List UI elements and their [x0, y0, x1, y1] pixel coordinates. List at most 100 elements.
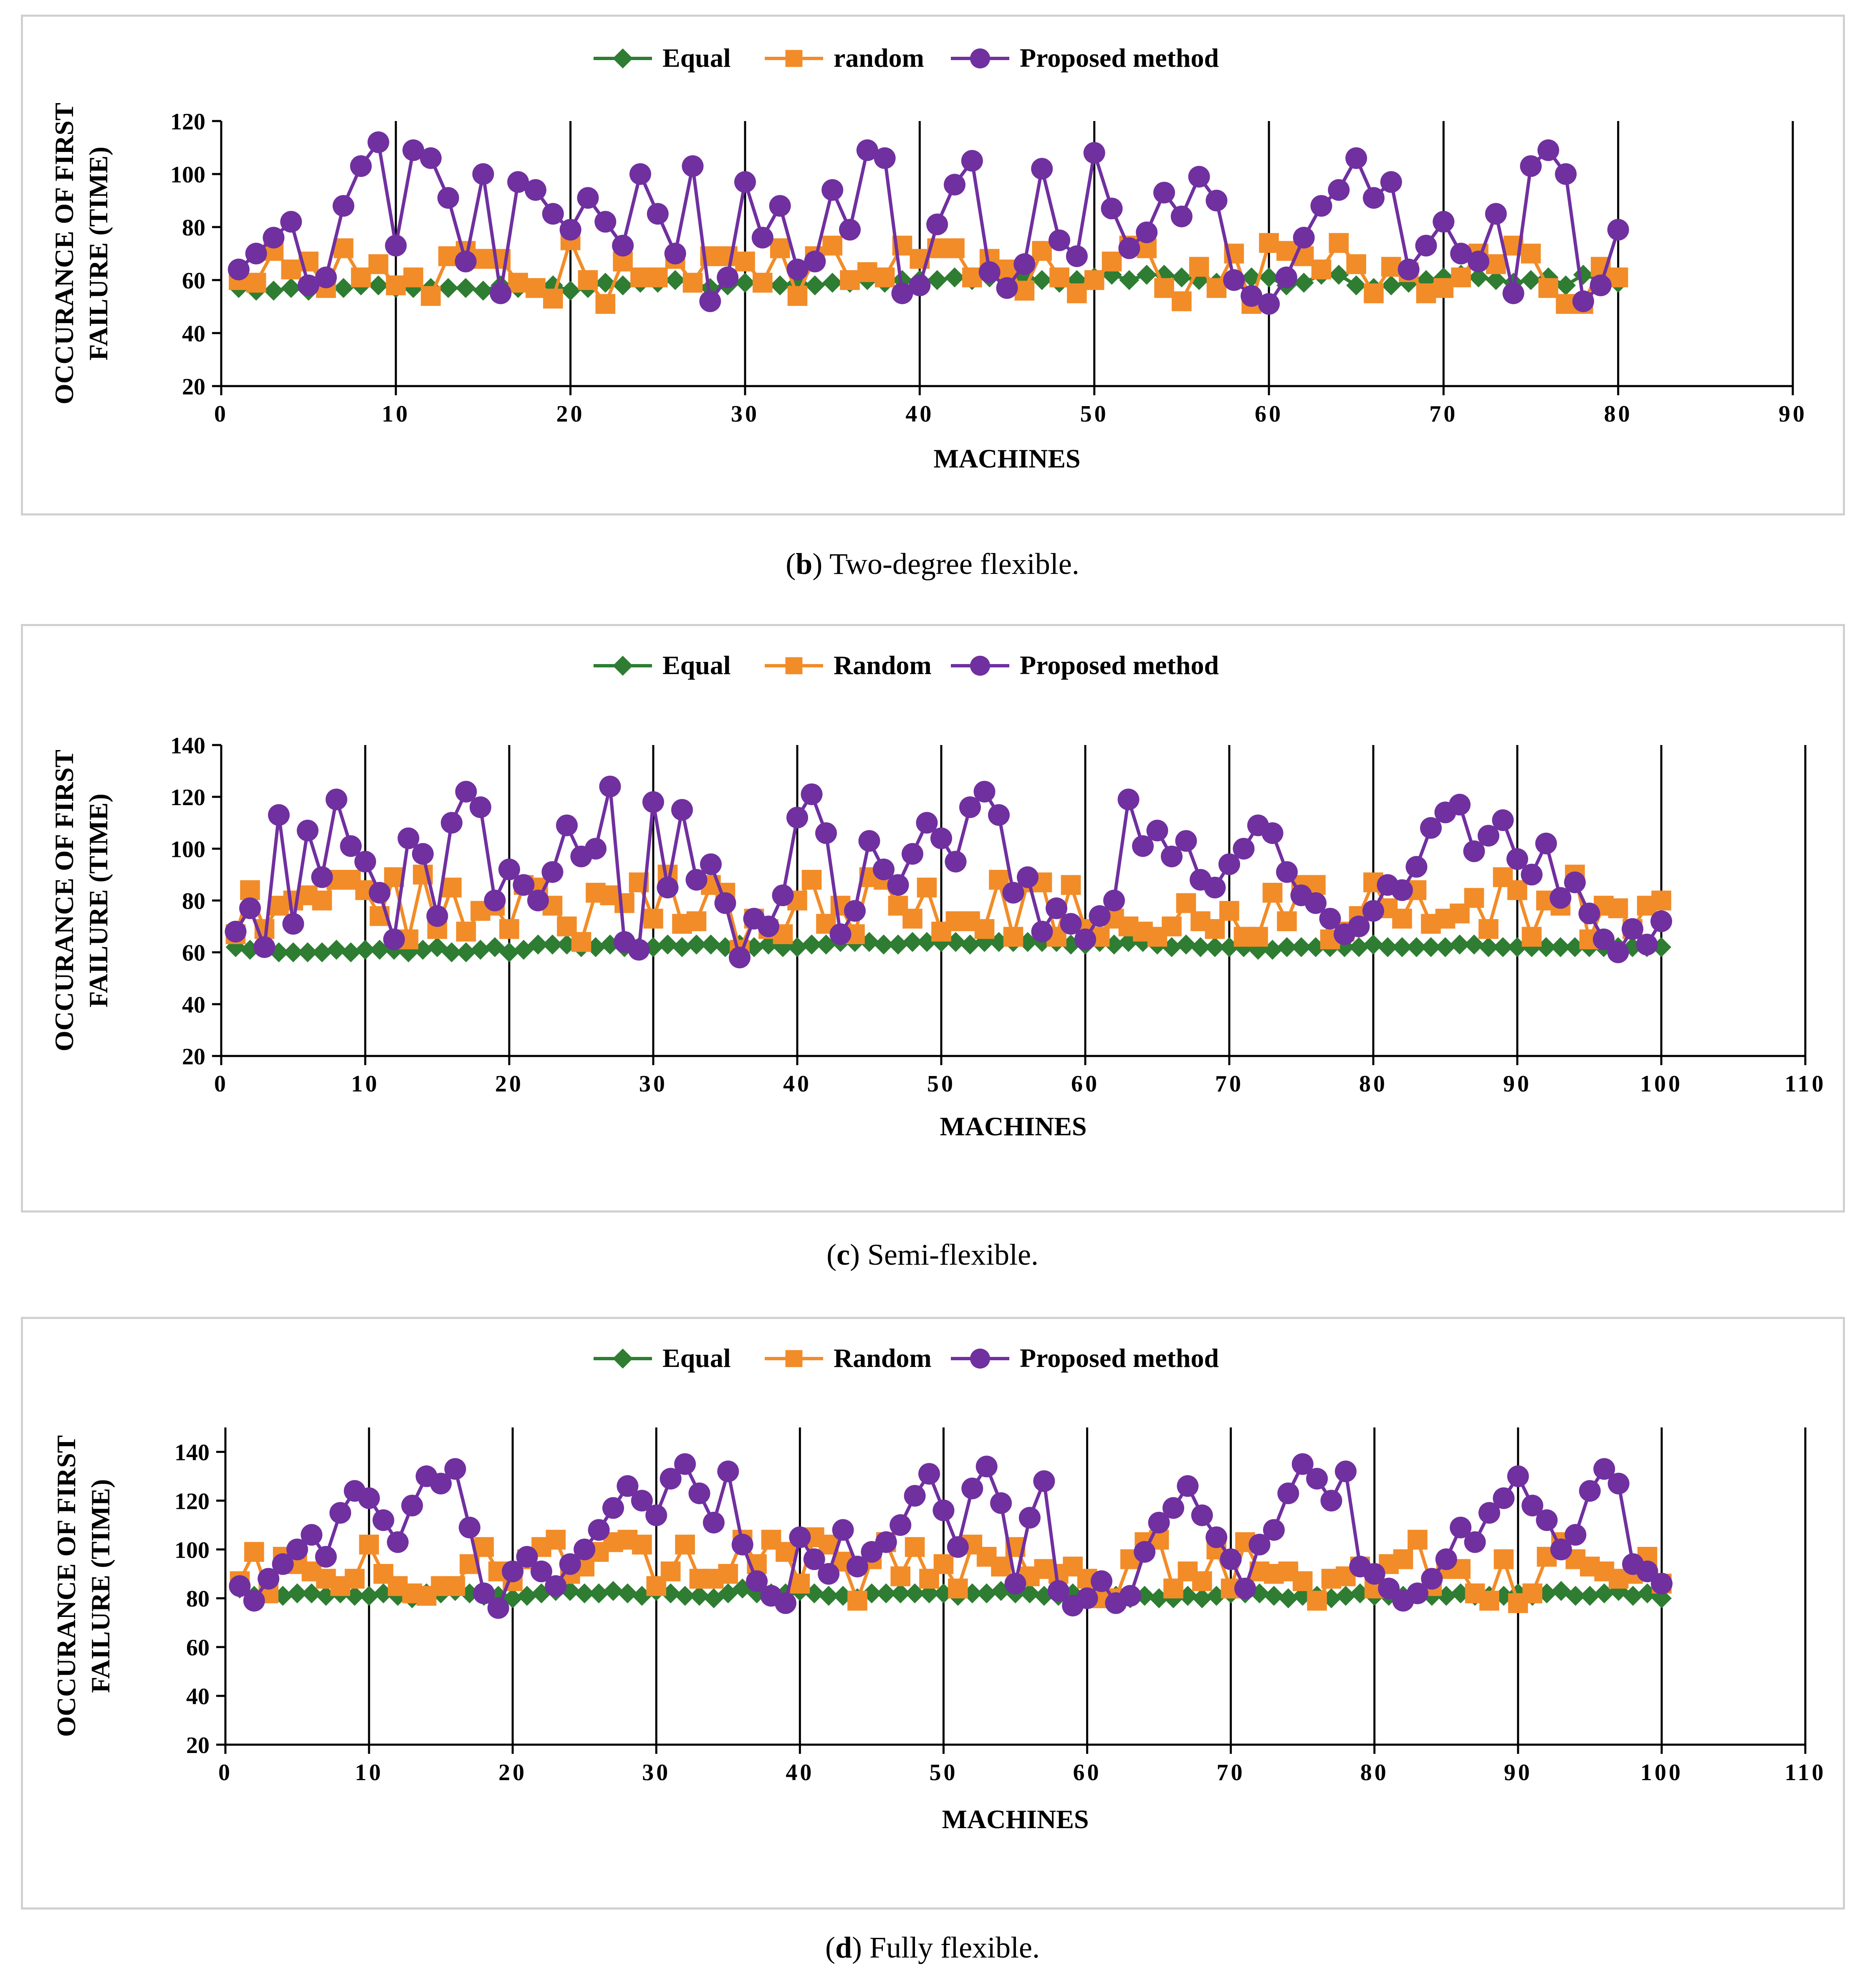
caption-c-text: Semi-flexible.	[860, 1238, 1039, 1271]
data-point	[735, 273, 755, 293]
data-point	[473, 249, 493, 269]
data-point	[1205, 937, 1225, 957]
data-point	[1380, 171, 1402, 193]
data-point	[1416, 283, 1436, 303]
data-point	[1573, 265, 1593, 285]
data-point	[1206, 278, 1227, 298]
data-point	[1392, 909, 1412, 929]
data-point	[857, 262, 877, 282]
data-point	[1623, 1586, 1643, 1606]
data-point	[253, 936, 275, 958]
caption-c-letter: c	[836, 1238, 850, 1271]
data-point	[1031, 158, 1053, 180]
data-point	[1259, 267, 1279, 288]
y-tick-label: 140	[170, 733, 205, 759]
data-point	[1590, 274, 1612, 296]
data-point	[1118, 237, 1140, 259]
data-point	[359, 1534, 379, 1555]
data-point	[1346, 254, 1366, 274]
data-point	[948, 1579, 968, 1599]
data-point	[1205, 189, 1228, 212]
data-point	[1177, 1475, 1199, 1497]
data-point	[976, 1583, 997, 1604]
data-point	[916, 812, 938, 834]
data-point	[1346, 275, 1367, 296]
data-point	[874, 147, 896, 169]
data-point	[326, 788, 347, 811]
legend-item: Equal	[594, 650, 731, 680]
data-point	[1362, 900, 1384, 922]
data-point	[577, 187, 599, 209]
data-point	[856, 139, 878, 161]
data-point	[682, 273, 703, 293]
data-point	[962, 267, 982, 288]
data-point	[455, 278, 476, 298]
data-point	[648, 267, 668, 288]
data-point	[734, 171, 756, 193]
data-point	[1363, 187, 1385, 209]
data-point	[904, 1485, 926, 1507]
legend-item: Proposed method	[951, 650, 1219, 680]
data-point	[438, 246, 458, 266]
data-point	[613, 275, 633, 296]
y-tick-label: 40	[182, 321, 205, 347]
data-point	[989, 932, 1009, 952]
data-point	[858, 830, 880, 852]
data-point	[1263, 1519, 1285, 1541]
data-point	[1420, 817, 1442, 839]
data-point	[631, 1490, 653, 1512]
data-point	[1435, 937, 1456, 957]
x-tick-label: 110	[1785, 1760, 1826, 1786]
data-point	[1223, 269, 1245, 291]
data-point	[975, 1455, 998, 1478]
data-point	[628, 939, 650, 961]
data-point	[1031, 921, 1053, 942]
data-point	[840, 270, 860, 290]
data-point	[1175, 830, 1197, 852]
data-point	[926, 213, 948, 235]
data-point	[735, 251, 755, 272]
data-point	[1535, 832, 1557, 854]
data-point	[664, 243, 686, 265]
data-point	[1392, 937, 1412, 957]
data-point	[1608, 898, 1628, 918]
data-point	[1076, 1587, 1098, 1609]
data-point	[786, 258, 809, 280]
data-point	[645, 1504, 667, 1526]
data-point	[525, 179, 546, 201]
data-point	[332, 195, 354, 217]
data-point	[1137, 265, 1157, 285]
x-tick-label: 90	[1504, 1760, 1532, 1786]
data-point	[1161, 845, 1183, 867]
data-point	[1486, 254, 1506, 274]
data-point	[1521, 243, 1541, 264]
data-point	[355, 940, 375, 960]
x-tick-label: 80	[1360, 1760, 1389, 1786]
data-point	[787, 286, 808, 306]
x-tick-label: 0	[214, 401, 228, 427]
data-point	[1550, 1538, 1572, 1561]
data-point	[990, 1492, 1012, 1514]
data-point	[487, 1597, 509, 1619]
data-point	[1117, 788, 1140, 811]
data-point	[944, 174, 965, 196]
data-point	[595, 294, 616, 314]
data-point	[758, 915, 779, 937]
data-point	[890, 1514, 912, 1536]
data-point	[1218, 853, 1240, 875]
data-point	[786, 806, 808, 829]
data-point	[1103, 889, 1125, 912]
data-point	[875, 1531, 897, 1553]
data-point	[996, 277, 1018, 299]
y-tick-label: 40	[182, 992, 205, 1018]
data-point	[412, 843, 434, 865]
data-point	[675, 1534, 695, 1555]
data-point	[1492, 809, 1514, 831]
data-point	[717, 266, 739, 288]
data-point	[804, 250, 826, 273]
data-point	[988, 804, 1010, 826]
y-tick-label: 20	[186, 1733, 210, 1758]
data-point	[844, 900, 866, 922]
data-point	[367, 131, 389, 153]
legend-marker	[970, 48, 990, 68]
